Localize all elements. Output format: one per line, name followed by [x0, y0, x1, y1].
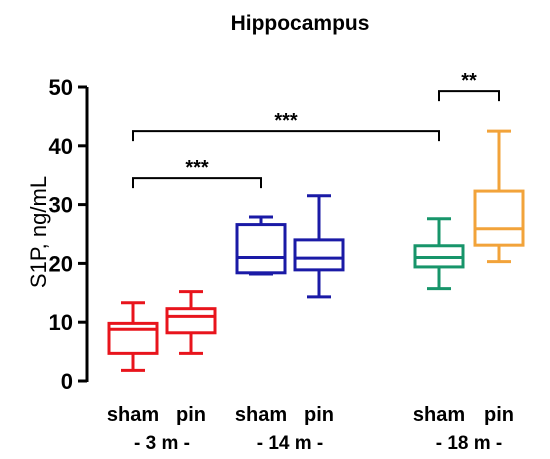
y-tick-label: 10: [49, 310, 73, 335]
x-category-label: pin: [176, 404, 206, 426]
significance-bracket-2: ***: [132, 110, 440, 142]
iqr-box: [293, 238, 345, 272]
y-tick-label: 50: [49, 75, 73, 100]
x-group-label: - 18 m -: [436, 433, 503, 454]
bracket-line: [132, 177, 262, 189]
significance-bracket-3: **: [438, 70, 500, 102]
x-category-label: pin: [484, 404, 514, 426]
significance-label: ***: [274, 110, 298, 132]
x-axis-labels: sham pin sham pin sham pin- 3 m -- 14 m -- 18…: [107, 404, 514, 454]
y-tick-label: 40: [49, 134, 73, 159]
bracket-line: [438, 90, 500, 102]
x-category-label: pin: [304, 404, 334, 426]
iqr-box: [165, 307, 217, 335]
significance-brackets: ********: [132, 70, 500, 189]
y-tick-label: 30: [49, 193, 73, 218]
box-series: [107, 129, 525, 372]
iqr-box: [235, 223, 287, 275]
y-axis-label: S1P, ng/mL: [26, 176, 51, 288]
x-category-label: sham: [235, 404, 287, 426]
box-pin-4: [293, 194, 345, 299]
x-category-label: sham: [413, 404, 465, 426]
box-sham-1: [107, 301, 159, 372]
box-pin-2: [165, 290, 217, 355]
x-group-label: - 14 m -: [257, 433, 324, 454]
box-sham-5: [413, 217, 465, 291]
bracket-line: [132, 130, 440, 142]
significance-label: **: [461, 70, 477, 92]
y-tick-label: 20: [49, 251, 73, 276]
box-pin-6: [473, 129, 525, 264]
x-category-label: sham: [107, 404, 159, 426]
chart-title: Hippocampus: [231, 12, 370, 35]
axes: 0 10 20 30 40 50: [49, 75, 89, 394]
x-group-label: - 3 m -: [134, 433, 190, 454]
significance-label: ***: [185, 157, 209, 179]
significance-bracket-1: ***: [132, 157, 262, 189]
box-sham-3: [235, 215, 287, 276]
iqr-box: [473, 189, 525, 247]
y-tick-label: 0: [61, 369, 73, 394]
